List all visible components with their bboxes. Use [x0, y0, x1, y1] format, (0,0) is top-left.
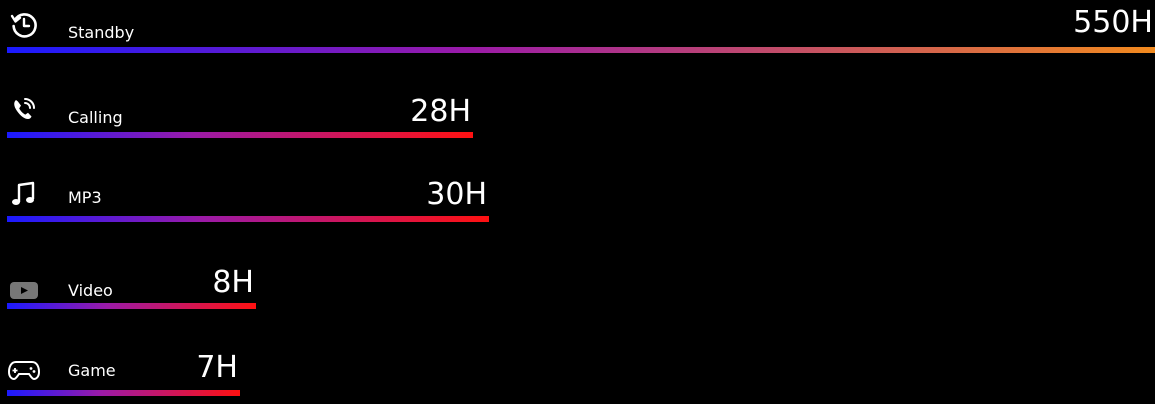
- calling-icon: [7, 95, 41, 125]
- bar-video: [7, 303, 256, 309]
- category-label-video: Video: [68, 281, 113, 300]
- chart-row-game: Game 7H: [0, 344, 1155, 404]
- value-label-standby: 550H: [1073, 5, 1153, 40]
- chart-row-calling: Calling 28H: [0, 91, 1155, 151]
- bar-game: [7, 390, 240, 396]
- category-label-calling: Calling: [68, 108, 123, 127]
- value-label-calling: 28H: [410, 94, 471, 129]
- bar-standby: [7, 47, 1155, 53]
- value-label-game: 7H: [196, 350, 238, 385]
- bar-calling: [7, 132, 473, 138]
- music-note-icon: [7, 179, 41, 209]
- value-label-mp3: 30H: [426, 177, 487, 212]
- value-label-video: 8H: [212, 265, 254, 300]
- chart-row-video: Video 8H: [0, 264, 1155, 324]
- category-label-game: Game: [68, 361, 116, 380]
- chart-row-mp3: MP3 30H: [0, 177, 1155, 237]
- standby-icon: [7, 10, 41, 40]
- category-label-standby: Standby: [68, 23, 135, 42]
- bar-mp3: [7, 216, 489, 222]
- gamepad-icon: [7, 355, 41, 385]
- video-icon: [7, 275, 41, 305]
- chart-row-standby: Standby 550H: [0, 6, 1155, 66]
- category-label-mp3: MP3: [68, 188, 102, 207]
